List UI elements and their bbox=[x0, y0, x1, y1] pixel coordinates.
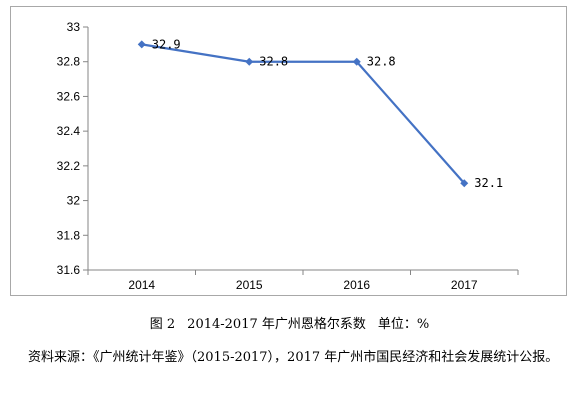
figure-title: 2014-2017 年广州恩格尔系数 bbox=[187, 317, 366, 332]
y-tick-label: 33 bbox=[67, 20, 81, 34]
x-tick-label: 2014 bbox=[128, 278, 155, 292]
x-tick-label: 2016 bbox=[343, 278, 370, 292]
y-tick-label: 32 bbox=[67, 194, 81, 208]
x-tick-label: 2015 bbox=[236, 278, 263, 292]
data-point-marker bbox=[460, 179, 469, 188]
data-label: 32.1 bbox=[474, 176, 503, 190]
y-tick-label: 32.2 bbox=[57, 159, 81, 173]
data-point-marker bbox=[352, 57, 361, 66]
y-tick-label: 31.8 bbox=[57, 228, 81, 242]
y-tick-label: 32.6 bbox=[57, 89, 81, 103]
figure-number: 图 2 bbox=[149, 317, 176, 332]
data-point-marker bbox=[137, 40, 146, 49]
y-tick-label: 32.8 bbox=[57, 55, 81, 69]
data-label: 32.9 bbox=[152, 37, 181, 51]
x-tick-label: 2017 bbox=[451, 278, 478, 292]
data-point-marker bbox=[245, 57, 254, 66]
figure-unit: 单位：% bbox=[377, 317, 430, 332]
data-label: 32.8 bbox=[259, 55, 288, 69]
figure-caption: 图 2 2014-2017 年广州恩格尔系数 单位：% bbox=[0, 313, 579, 332]
chart-frame bbox=[10, 6, 567, 296]
series-line bbox=[141, 43, 466, 184]
data-label: 32.8 bbox=[367, 55, 396, 69]
y-tick-label: 31.6 bbox=[57, 263, 81, 277]
source-note: 资料来源：《广州统计年鉴》（2015-2017），2017 年广州市国民经济和社… bbox=[28, 350, 559, 365]
line-chart: 33 32.8 32.6 32.4 32.2 32 31.8 31.6 2014 2015 2016… bbox=[57, 20, 519, 292]
y-tick-label: 32.4 bbox=[57, 124, 81, 138]
